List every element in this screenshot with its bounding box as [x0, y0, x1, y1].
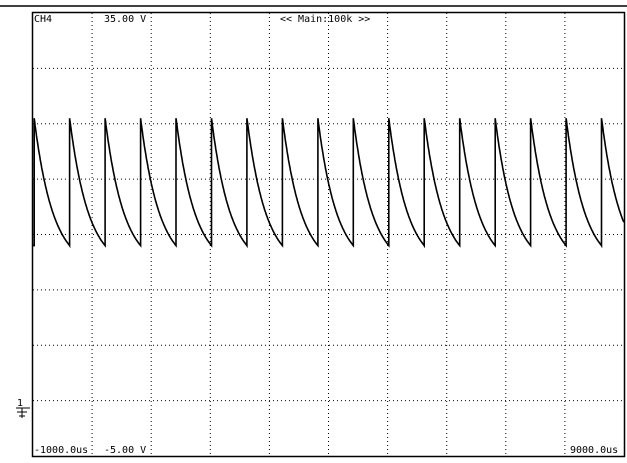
channel-label: CH4 — [34, 14, 52, 25]
waveform-trace — [33, 118, 625, 249]
y-top-label: 35.00 V — [104, 14, 146, 25]
x-left-label: -1000.0us — [34, 445, 88, 456]
ground-marker: 1 — [16, 398, 30, 418]
x-right-label: 9000.0us — [570, 445, 618, 456]
timebase-label: << Main:100k >> — [280, 14, 370, 25]
y-bottom-label: -5.00 V — [104, 445, 146, 456]
ground-marker-label: 1 — [17, 398, 23, 409]
grid — [33, 13, 624, 456]
